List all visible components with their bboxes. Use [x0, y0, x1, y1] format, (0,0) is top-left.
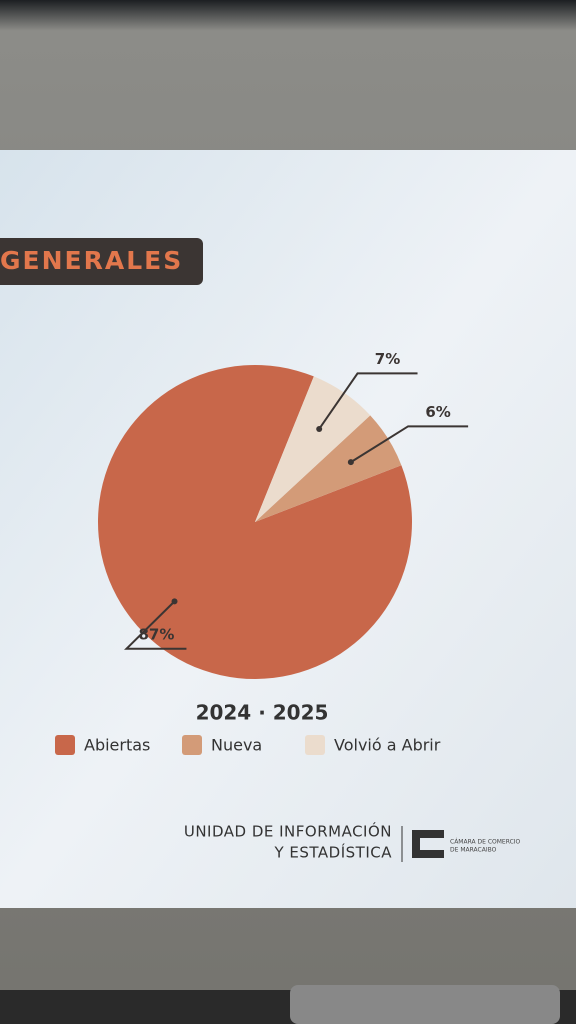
value-label: 87%	[138, 625, 174, 643]
pie-chart: 87% 6% 7% Abiertas Nueva Volvió a Abrir	[55, 350, 469, 755]
callout-line	[350, 425, 469, 463]
footer-org: CÁMARA DE COMERCIO	[450, 839, 521, 846]
legend-swatch	[305, 735, 325, 755]
callout-line	[318, 372, 418, 430]
pie-slice	[255, 376, 371, 522]
footer-unit: Y ESTADÍSTICA	[273, 843, 392, 862]
value-label: 7%	[375, 350, 400, 368]
header-box	[0, 238, 203, 285]
legend-swatch	[182, 735, 202, 755]
legend-label: Abiertas	[84, 736, 150, 755]
phone	[290, 985, 560, 1024]
pie-slice	[255, 415, 402, 522]
footer-org: DE MARACAIBO	[450, 847, 497, 854]
header-title: GENERALES	[0, 246, 183, 275]
chart-subtitle: 2024 · 2025	[196, 701, 329, 725]
callout-line	[124, 600, 187, 650]
logo	[412, 830, 444, 858]
legend-label: Nueva	[211, 736, 262, 755]
value-label: 6%	[425, 403, 450, 421]
legend-label: Volvió a Abrir	[334, 736, 441, 755]
footer-unit: UNIDAD DE INFORMACIÓN	[184, 822, 392, 841]
legend-swatch	[55, 735, 75, 755]
